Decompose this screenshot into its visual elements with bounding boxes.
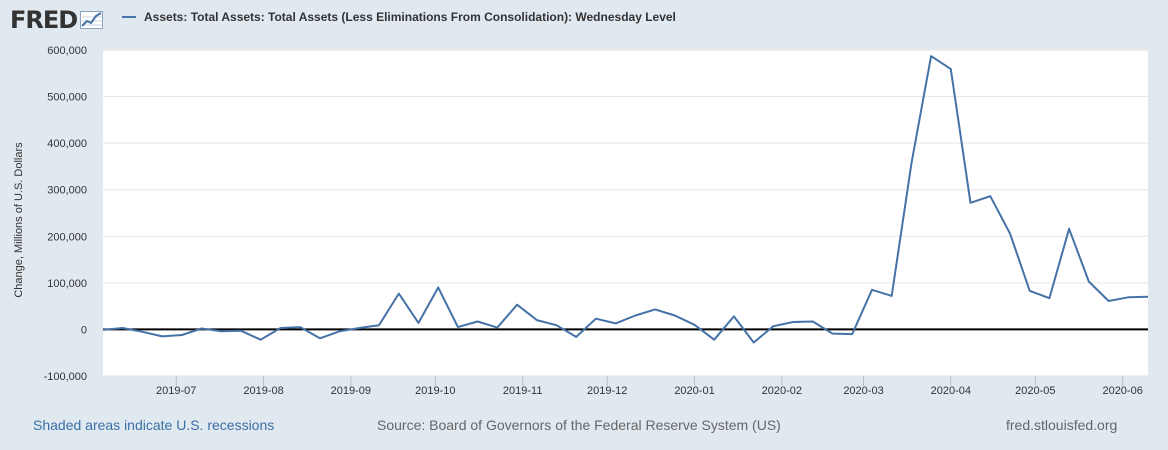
y-tick-label: 200,000	[47, 231, 87, 243]
chart: -100,000 0 100,000 200,000 300,000 400,000 500…	[13, 45, 1149, 397]
x-axis: 2019-07 2019-08 2019-09 2019-10 2019-11 2019-…	[156, 376, 1143, 397]
x-tick-label: 2020-01	[674, 385, 714, 397]
header: FRED Assets: Total Assets: Total Assets …	[0, 0, 1168, 42]
x-tick-label: 2019-11	[503, 385, 543, 397]
y-tick-label: 300,000	[47, 185, 87, 197]
x-tick-label: 2019-12	[587, 385, 627, 397]
fred-logo[interactable]: FRED	[10, 6, 104, 34]
series-group	[102, 55, 1149, 344]
x-tick-label: 2020-03	[843, 385, 883, 397]
x-tick-label: 2019-07	[156, 385, 196, 397]
y-tick-label: 0	[81, 324, 87, 336]
x-tick-label: 2019-10	[415, 385, 455, 397]
plot-background	[103, 50, 1148, 376]
source-text: Source: Board of Governors of the Federa…	[377, 417, 781, 433]
x-tick-label: 2020-04	[931, 385, 971, 397]
x-tick-label: 2019-08	[243, 385, 283, 397]
y-tick-label: -100,000	[44, 371, 87, 383]
x-tick-label: 2019-09	[331, 385, 371, 397]
y-tick-label: 600,000	[47, 45, 87, 57]
y-tick-label: 100,000	[47, 278, 87, 290]
legend-swatch	[122, 16, 136, 18]
x-tick-label: 2020-05	[1015, 385, 1055, 397]
legend: Assets: Total Assets: Total Assets (Less…	[122, 10, 676, 24]
footer: Shaded areas indicate U.S. recessions So…	[0, 412, 1168, 440]
series-line	[102, 55, 1149, 344]
logo-text: FRED	[10, 6, 78, 34]
x-tick-label: 2020-06	[1102, 385, 1142, 397]
x-tick-label: 2020-02	[762, 385, 802, 397]
y-axis-label: Change, Millions of U.S. Dollars	[13, 142, 25, 298]
recessions-link[interactable]: Shaded areas indicate U.S. recessions	[33, 417, 275, 433]
legend-label: Assets: Total Assets: Total Assets (Less…	[144, 10, 676, 24]
y-tick-label: 500,000	[47, 92, 87, 104]
site-link[interactable]: fred.stlouisfed.org	[1006, 417, 1118, 433]
y-tick-label: 400,000	[47, 138, 87, 150]
gridlines	[103, 49, 1148, 377]
y-axis: -100,000 0 100,000 200,000 300,000 400,000 500…	[44, 45, 87, 383]
line-chart-icon	[80, 11, 104, 29]
